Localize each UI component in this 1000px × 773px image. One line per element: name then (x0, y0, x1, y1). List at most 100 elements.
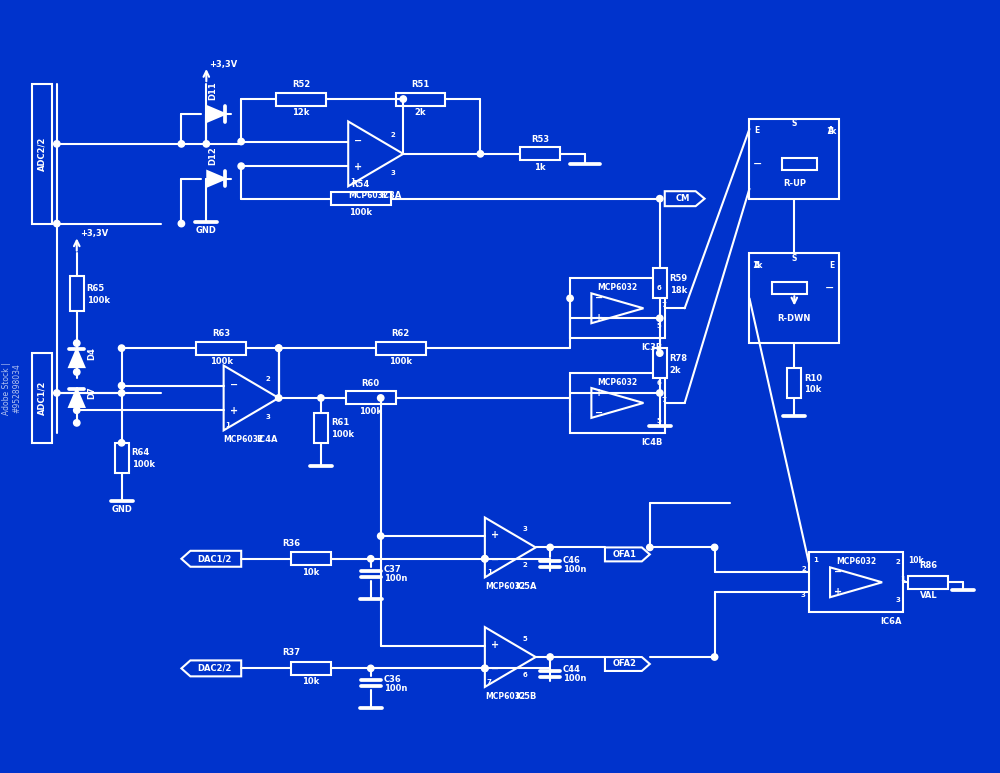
Text: 3: 3 (266, 414, 271, 420)
Text: R36: R36 (282, 539, 300, 548)
Text: 10k: 10k (302, 677, 320, 686)
Bar (396, 93, 445, 105)
Polygon shape (181, 551, 241, 567)
Text: 5: 5 (657, 418, 662, 424)
Bar (291, 552, 331, 565)
Text: 100k: 100k (87, 296, 110, 305)
Text: MCP6032: MCP6032 (597, 284, 637, 292)
Text: +: + (595, 313, 603, 323)
Text: 100n: 100n (384, 574, 407, 583)
Text: 1: 1 (350, 179, 355, 184)
Text: 2: 2 (801, 567, 806, 572)
Circle shape (657, 390, 663, 397)
Circle shape (482, 556, 488, 562)
Text: R54: R54 (352, 179, 370, 189)
Polygon shape (605, 547, 650, 561)
Circle shape (711, 544, 718, 550)
Text: IC5B: IC5B (515, 692, 537, 701)
Circle shape (118, 383, 125, 389)
Bar (70, 276, 84, 311)
Bar (115, 443, 129, 472)
Text: 2k: 2k (415, 108, 426, 117)
Text: 1k: 1k (752, 261, 763, 271)
Polygon shape (207, 107, 225, 121)
Text: +: + (491, 530, 499, 540)
Text: ADC1/2: ADC1/2 (37, 381, 46, 415)
Polygon shape (591, 293, 643, 323)
Text: S: S (792, 120, 797, 128)
Text: R63: R63 (212, 329, 230, 338)
Text: A: A (754, 261, 760, 270)
Circle shape (378, 395, 384, 401)
Circle shape (118, 440, 125, 446)
Circle shape (54, 390, 60, 397)
Circle shape (657, 196, 663, 202)
Polygon shape (605, 657, 650, 671)
Text: C46: C46 (563, 556, 581, 565)
Text: R10: R10 (804, 373, 822, 383)
Text: C36: C36 (384, 675, 401, 684)
Text: +3,3V: +3,3V (209, 60, 238, 69)
Bar (749, 119, 839, 199)
Text: −: − (491, 664, 499, 674)
Polygon shape (69, 349, 84, 367)
Bar (908, 576, 948, 589)
Circle shape (276, 395, 282, 401)
Text: R59: R59 (670, 274, 688, 283)
Bar (276, 93, 326, 105)
Text: MCP6032: MCP6032 (836, 557, 876, 567)
Text: IC4B: IC4B (641, 438, 663, 447)
Text: +: + (354, 162, 362, 172)
Circle shape (547, 544, 553, 550)
Bar (331, 192, 391, 205)
Text: 100k: 100k (359, 407, 382, 416)
Text: R-UP: R-UP (783, 179, 806, 189)
Text: R52: R52 (292, 80, 310, 89)
Circle shape (54, 220, 60, 226)
Polygon shape (69, 389, 84, 407)
Text: −: − (595, 293, 603, 303)
Circle shape (238, 163, 244, 169)
Text: −: − (595, 408, 603, 418)
Text: −: − (230, 380, 238, 390)
Text: OFA2: OFA2 (612, 659, 636, 669)
Text: R53: R53 (531, 135, 549, 144)
Polygon shape (665, 191, 705, 206)
Text: 3: 3 (523, 526, 528, 533)
Circle shape (368, 666, 374, 672)
Text: E: E (754, 127, 760, 135)
Text: D7: D7 (88, 386, 97, 400)
Text: R86: R86 (919, 561, 937, 570)
Text: D4: D4 (88, 346, 97, 359)
Circle shape (238, 138, 244, 145)
Text: +: + (834, 587, 842, 598)
Bar (291, 662, 331, 675)
Circle shape (547, 654, 553, 660)
Text: C37: C37 (384, 565, 401, 574)
Text: 10k: 10k (908, 556, 924, 565)
Text: 100n: 100n (563, 675, 586, 683)
Text: MCP6032: MCP6032 (224, 435, 264, 444)
Text: GND: GND (196, 226, 217, 234)
Bar (32, 84, 52, 223)
Text: R65: R65 (87, 284, 105, 293)
Circle shape (318, 395, 324, 401)
Text: 1: 1 (813, 557, 818, 564)
Text: IC4A: IC4A (256, 435, 278, 444)
Text: 10k: 10k (302, 567, 320, 577)
Text: 1: 1 (487, 570, 492, 575)
Circle shape (118, 390, 125, 397)
Circle shape (711, 654, 718, 660)
Text: 100n: 100n (563, 565, 586, 574)
Text: R60: R60 (362, 379, 380, 388)
Bar (196, 342, 246, 355)
Polygon shape (485, 518, 536, 577)
Text: MCP6032: MCP6032 (485, 582, 525, 591)
Text: CM: CM (676, 194, 690, 203)
Polygon shape (591, 388, 643, 418)
Text: D11: D11 (208, 81, 217, 100)
Text: 100k: 100k (349, 208, 372, 216)
Text: VAL: VAL (920, 591, 937, 601)
Text: −: − (825, 284, 834, 294)
Text: 7: 7 (662, 397, 667, 403)
